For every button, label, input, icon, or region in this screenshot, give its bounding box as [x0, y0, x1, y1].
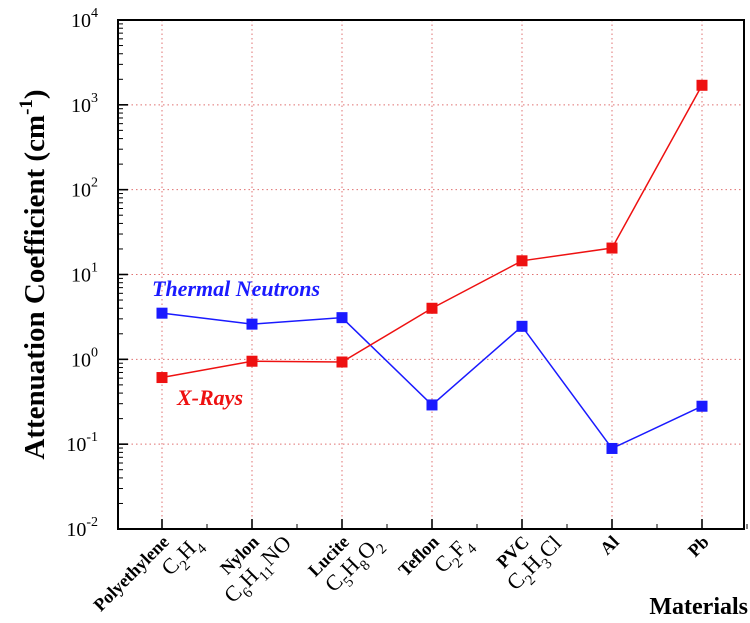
data-point — [156, 307, 168, 319]
y-axis-title: Attenuation Coefficient (cm-1) — [16, 89, 51, 459]
x-category-label: Al — [596, 532, 623, 559]
data-point — [336, 356, 348, 368]
data-point — [516, 255, 528, 267]
data-point — [336, 312, 348, 324]
y-tick-label: 101 — [71, 261, 98, 287]
series-label-thermal-neutrons: Thermal Neutrons — [152, 276, 320, 301]
data-point — [426, 302, 438, 314]
category-name: Pb — [684, 532, 713, 561]
y-tick-label: 103 — [71, 91, 98, 117]
data-point — [606, 242, 618, 254]
data-series — [156, 79, 708, 454]
data-point — [156, 372, 168, 384]
y-tick-label: 10-2 — [66, 515, 98, 541]
x-category-label: Pb — [684, 532, 713, 561]
data-point — [516, 320, 528, 332]
series-label-x-rays: X-Rays — [176, 385, 243, 410]
category-name: Al — [596, 532, 623, 559]
y-tick-label: 10-1 — [66, 430, 98, 456]
category-name: Polyethylene — [89, 532, 172, 615]
data-point — [426, 399, 438, 411]
data-point — [696, 400, 708, 412]
grid-lines — [118, 20, 744, 529]
category-formula: C2F4 — [429, 530, 481, 582]
data-point — [696, 79, 708, 91]
x-axis-title: Materials — [649, 594, 748, 620]
data-point — [246, 355, 258, 367]
y-tick-label: 102 — [71, 176, 98, 202]
y-tick-label: 104 — [71, 6, 98, 32]
data-point — [246, 318, 258, 330]
y-tick-label: 100 — [71, 345, 98, 371]
data-point — [606, 442, 618, 454]
axes — [117, 19, 748, 530]
